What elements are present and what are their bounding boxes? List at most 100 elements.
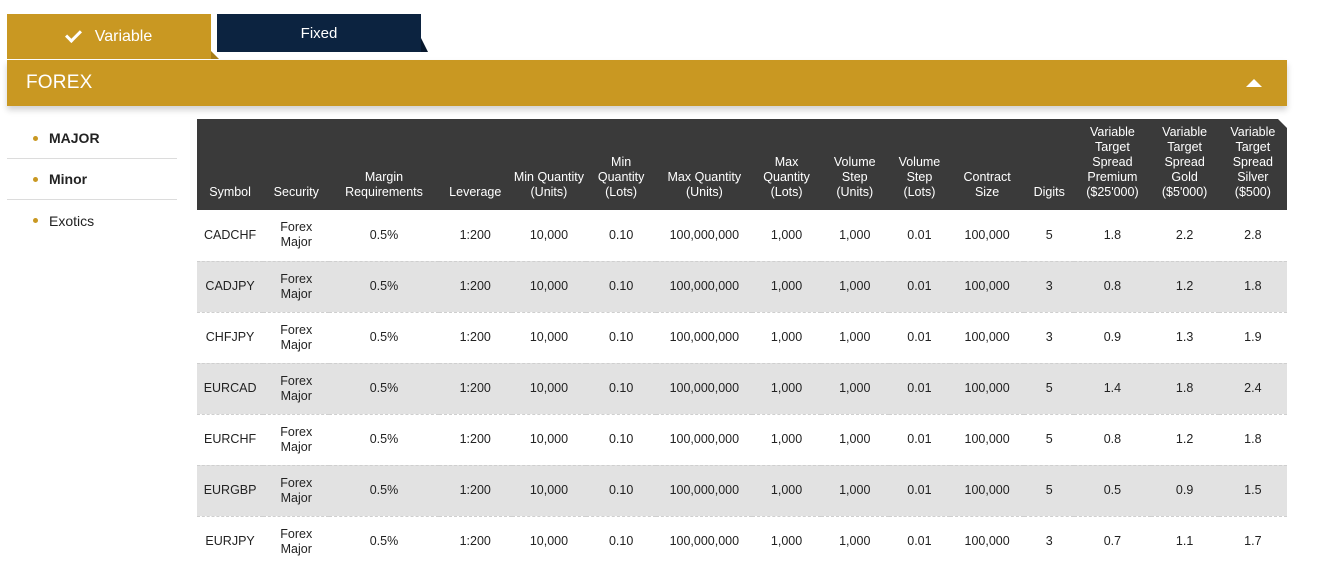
table-cell: 2.2: [1175, 227, 1194, 242]
table-row: EURGBP Forex Major 0.5% 1:200 10,000 0.10 100,…: [197, 464, 1287, 516]
collapse-up-icon[interactable]: [1246, 79, 1262, 87]
column-header: Max Quantity (Lots): [763, 155, 810, 199]
table-cell: 100,000,000: [669, 227, 740, 242]
table-cell: 1.7: [1218, 515, 1287, 567]
table-cell: 1.2: [1150, 413, 1219, 465]
table-cell: 100,000,000: [656, 515, 753, 567]
table-cell: 2.8: [1244, 227, 1262, 242]
table-cell: 10,000: [529, 227, 569, 242]
bullet-icon: [33, 177, 38, 182]
table-cell: EURCHF: [197, 413, 264, 465]
table-cell: 1,000: [752, 515, 821, 567]
column-header: Volume Step (Units): [833, 155, 876, 199]
column-header: Min Quantity (Units): [513, 170, 585, 199]
account-type-tabs: Variable Fixed: [7, 14, 428, 59]
table-cell: 0.01: [888, 260, 950, 312]
column-header: Security: [273, 185, 319, 199]
table-cell: 0.10: [586, 515, 657, 567]
table-cell: Forex Major: [263, 311, 330, 363]
table-cell: 1:200: [459, 227, 491, 242]
table-row: CADJPY Forex Major 0.5% 1:200 10,000 0.10 100,…: [197, 260, 1287, 312]
table-cell: 0.10: [586, 464, 657, 516]
table-cell: 0.5%: [329, 464, 439, 516]
table-cell: 0.10: [586, 311, 657, 363]
bullet-icon: [33, 218, 38, 223]
sidebar-item-label: MAJOR: [49, 130, 100, 146]
table-cell: 0.8: [1074, 260, 1151, 312]
header-corner-notch: [1278, 119, 1288, 129]
table-cell: 10,000: [511, 464, 587, 516]
table-cell: 5: [1045, 227, 1053, 242]
table-cell: Forex Major: [263, 413, 330, 465]
table-cell: 0.10: [586, 362, 657, 414]
table-cell: 0.5%: [329, 413, 439, 465]
table-cell: CHFJPY: [197, 311, 264, 363]
table-body: CADCHF Forex Major 0.5% 1:200 10,000 0.10 100,…: [197, 210, 1287, 567]
table-row: CHFJPY Forex Major 0.5% 1:200 10,000 0.10 100,…: [197, 311, 1287, 363]
table-cell: 0.5%: [329, 260, 439, 312]
sidebar-item-minor[interactable]: Minor: [7, 159, 177, 200]
tab-variable[interactable]: Variable: [7, 14, 219, 59]
table-cell: 100,000: [950, 311, 1025, 363]
table-cell: 1,000: [752, 413, 821, 465]
table-cell: 1.2: [1150, 260, 1219, 312]
table-cell: 0.5%: [329, 362, 439, 414]
column-header: Symbol: [209, 185, 251, 199]
table-cell: 5: [1024, 413, 1075, 465]
column-header: Min Quantity (Lots): [597, 155, 645, 199]
tab-fixed[interactable]: Fixed: [217, 14, 428, 52]
table-cell: 5: [1024, 362, 1075, 414]
table-cell: 0.5%: [369, 227, 399, 242]
table-cell: 0.01: [888, 464, 950, 516]
category-sidebar: MAJOR Minor Exotics: [7, 118, 177, 241]
table-cell: 1.5: [1218, 464, 1287, 516]
table-cell: 1.4: [1074, 362, 1151, 414]
table-cell: 1:200: [438, 413, 512, 465]
table-cell: 1.8: [1218, 260, 1287, 312]
table-cell: 1.8: [1103, 227, 1122, 242]
table-cell: 0.01: [907, 227, 932, 242]
table-cell: 1.1: [1150, 515, 1219, 567]
sidebar-item-major[interactable]: MAJOR: [7, 118, 177, 159]
table-cell: 100,000: [950, 413, 1025, 465]
table-cell: 10,000: [511, 311, 587, 363]
table-cell: 100,000: [950, 362, 1025, 414]
table-cell: 1.9: [1218, 311, 1287, 363]
table-cell: 1.8: [1218, 413, 1287, 465]
table-cell: Forex Major: [263, 515, 330, 567]
column-header: Variable Target Spread Gold ($5'000): [1161, 125, 1208, 199]
table-cell: 1,000: [820, 515, 889, 567]
table-cell: 1,000: [839, 227, 871, 242]
section-header-forex[interactable]: FOREX: [7, 60, 1287, 106]
table-cell: 1:200: [438, 311, 512, 363]
table-cell: 100,000: [950, 464, 1025, 516]
sidebar-item-label: Minor: [49, 171, 88, 187]
column-header: Leverage: [449, 185, 502, 199]
table-row: EURJPY Forex Major 0.5% 1:200 10,000 0.10 100,…: [197, 515, 1287, 567]
table-cell: Forex Major: [263, 260, 330, 312]
table-cell: 10,000: [511, 362, 587, 414]
table-row: CADCHF Forex Major 0.5% 1:200 10,000 0.10 100,…: [197, 210, 1287, 261]
table-cell: 1,000: [820, 464, 889, 516]
table-cell: 100,000,000: [656, 311, 753, 363]
table-cell: 1,000: [752, 464, 821, 516]
table-cell: Forex Major: [263, 362, 330, 414]
tab-fixed-label: Fixed: [300, 24, 338, 42]
table-cell: CADCHF: [204, 227, 257, 242]
table-cell: EURCAD: [197, 362, 264, 414]
table-cell: EURGBP: [197, 464, 264, 516]
table-cell: 1.3: [1150, 311, 1219, 363]
table-cell: 1,000: [820, 413, 889, 465]
table-cell: 1,000: [820, 311, 889, 363]
table-cell: 1:200: [438, 515, 512, 567]
table-cell: 1.8: [1150, 362, 1219, 414]
table-cell: EURJPY: [197, 515, 264, 567]
table-cell: 3: [1024, 260, 1075, 312]
table-cell: 10,000: [511, 260, 587, 312]
table-cell: 1,000: [820, 260, 889, 312]
table-cell: Forex Major: [280, 220, 313, 250]
sidebar-item-exotics[interactable]: Exotics: [7, 200, 177, 241]
table-cell: 10,000: [511, 413, 587, 465]
table-cell: 0.01: [888, 515, 950, 567]
table-cell: 0.5%: [329, 311, 439, 363]
